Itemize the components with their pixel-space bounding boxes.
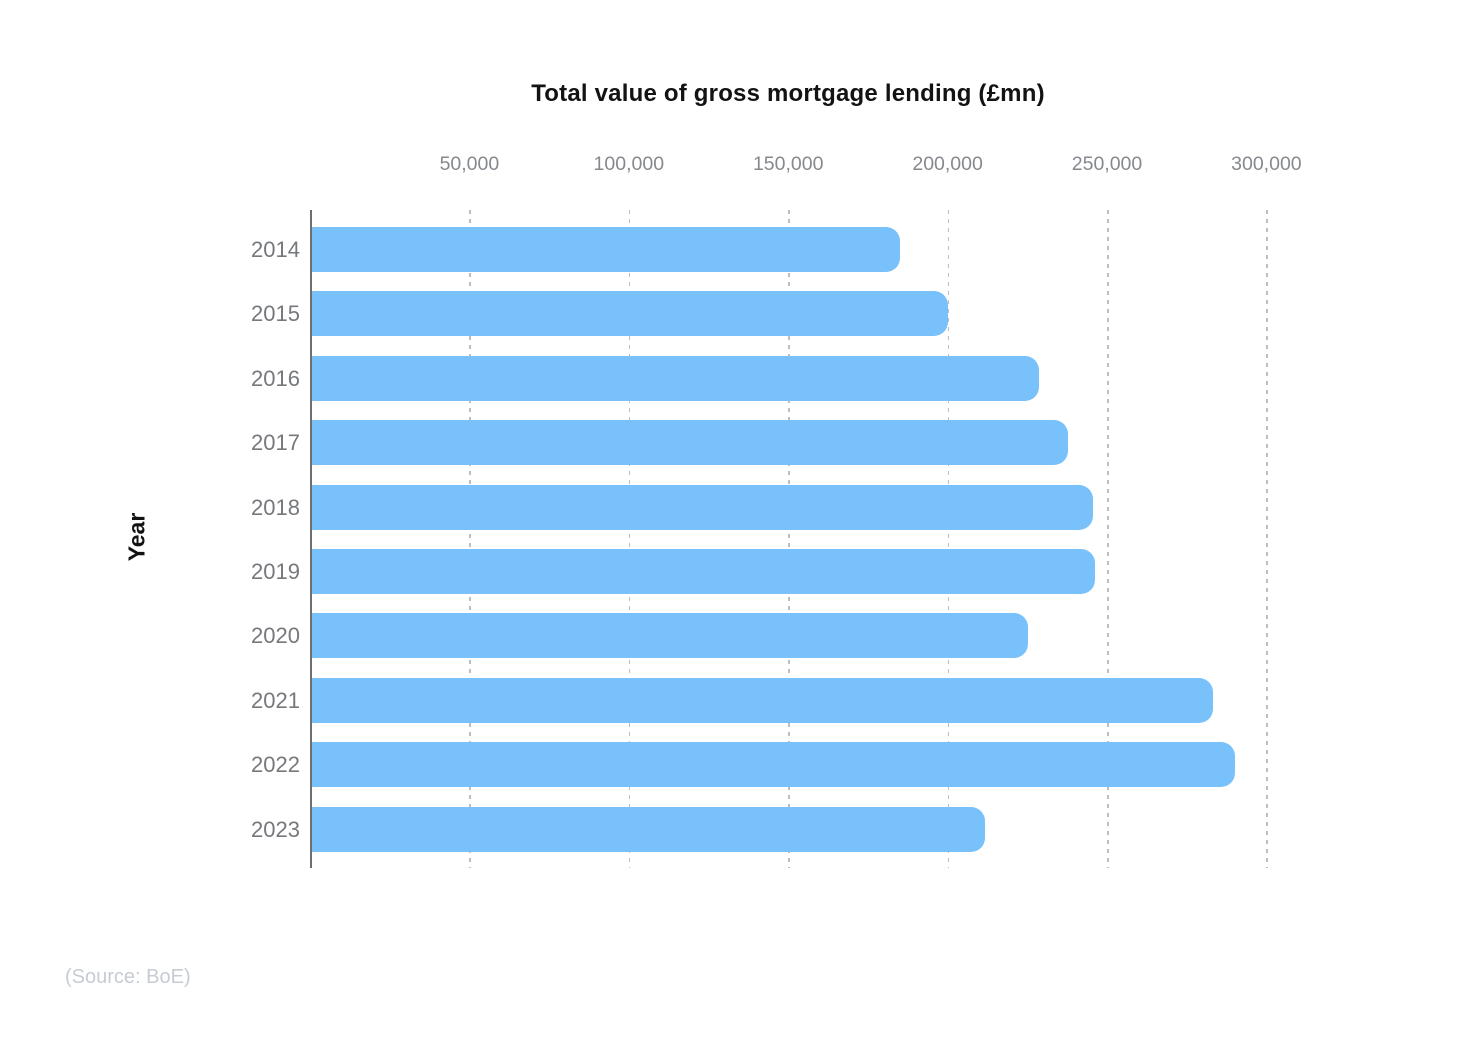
x-tick-label: 100,000 bbox=[593, 153, 665, 175]
gridline-100,000 bbox=[628, 210, 631, 868]
bar-2019 bbox=[312, 549, 1095, 594]
x-tick-label: 200,000 bbox=[912, 153, 983, 175]
bar-2023 bbox=[312, 806, 985, 852]
y-category-label-2015: 2015 bbox=[251, 301, 300, 327]
bar-2017 bbox=[312, 420, 1068, 466]
y-category-label-2021: 2021 bbox=[251, 687, 300, 713]
bar-2018 bbox=[312, 484, 1094, 530]
y-category-label-2014: 2014 bbox=[251, 237, 300, 262]
bar-2015 bbox=[312, 291, 948, 337]
chart-title: Total value of gross mortgage lending (£… bbox=[531, 80, 1045, 107]
bar-2016 bbox=[312, 355, 1039, 401]
bar-2022 bbox=[312, 742, 1235, 788]
y-category-label-2019: 2019 bbox=[251, 559, 300, 584]
gridline-250,000 bbox=[1107, 210, 1109, 868]
x-tick-label: 50,000 bbox=[439, 153, 500, 175]
y-category-label-2016: 2016 bbox=[251, 365, 300, 391]
y-category-label-2023: 2023 bbox=[251, 816, 300, 842]
bar-2021 bbox=[312, 677, 1213, 723]
bar-2014 bbox=[312, 227, 901, 272]
gridline-200,000 bbox=[947, 210, 950, 868]
x-tick-label: 250,000 bbox=[1071, 153, 1143, 175]
y-category-label-2017: 2017 bbox=[251, 430, 300, 456]
bar-2020 bbox=[312, 613, 1028, 659]
gridline-300,000 bbox=[1266, 210, 1268, 868]
x-tick-label: 300,000 bbox=[1231, 153, 1302, 175]
y-axis-title: Year bbox=[123, 512, 150, 562]
y-axis-line bbox=[310, 210, 312, 868]
gridline-150,000 bbox=[788, 210, 790, 868]
gridline-50,000 bbox=[469, 210, 471, 868]
y-category-label-2018: 2018 bbox=[251, 494, 300, 520]
y-category-label-2022: 2022 bbox=[251, 752, 300, 778]
source-note: (Source: BoE) bbox=[65, 966, 191, 988]
plot-area bbox=[310, 210, 1436, 868]
x-tick-label: 150,000 bbox=[752, 153, 824, 175]
y-category-label-2020: 2020 bbox=[251, 623, 300, 649]
